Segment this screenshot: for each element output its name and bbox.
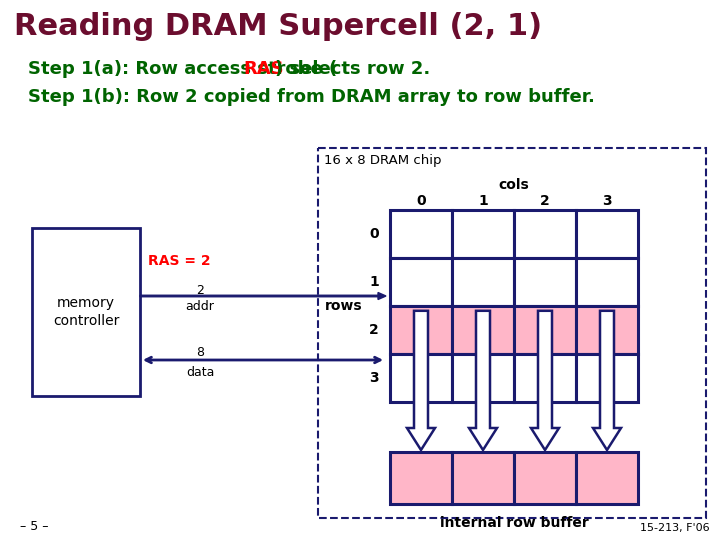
FancyArrow shape (593, 311, 621, 450)
Text: ) selects row 2.: ) selects row 2. (275, 60, 431, 78)
FancyArrow shape (531, 311, 559, 450)
Text: Step 1(b): Row 2 copied from DRAM array to row buffer.: Step 1(b): Row 2 copied from DRAM array … (28, 88, 595, 106)
Bar (390, 306, 452, 354)
Bar (576, 258, 638, 306)
Text: memory: memory (57, 296, 115, 310)
Bar (452, 354, 514, 402)
Bar (514, 354, 576, 402)
Bar (390, 258, 452, 306)
Text: cols: cols (499, 178, 529, 192)
Text: RAS: RAS (243, 60, 284, 78)
Text: RAS = 2: RAS = 2 (148, 254, 211, 268)
Bar (514, 452, 576, 504)
Text: 0: 0 (416, 194, 426, 208)
Bar (514, 210, 576, 258)
Bar (318, 148, 706, 518)
Text: 8: 8 (196, 346, 204, 359)
Bar (576, 306, 638, 354)
FancyArrow shape (407, 311, 435, 450)
Text: 2: 2 (540, 194, 550, 208)
Text: rows: rows (325, 299, 363, 313)
FancyArrow shape (469, 311, 497, 450)
Bar (452, 452, 514, 504)
Text: Reading DRAM Supercell (2, 1): Reading DRAM Supercell (2, 1) (14, 12, 542, 41)
Text: data: data (186, 366, 214, 379)
Bar (452, 210, 514, 258)
Text: internal row buffer: internal row buffer (440, 516, 588, 530)
Text: 1: 1 (369, 275, 379, 289)
Bar (32, 228, 140, 396)
Text: Step 1(a): Row access strobe (: Step 1(a): Row access strobe ( (28, 60, 337, 78)
Text: 16 x 8 DRAM chip: 16 x 8 DRAM chip (324, 154, 441, 167)
Bar (576, 210, 638, 258)
Bar (390, 354, 452, 402)
Bar (452, 306, 514, 354)
Text: 2: 2 (369, 323, 379, 337)
FancyArrow shape (140, 293, 386, 300)
Text: 15-213, F'06: 15-213, F'06 (640, 523, 710, 533)
Bar (514, 306, 576, 354)
Text: 2: 2 (196, 284, 204, 297)
Text: 3: 3 (602, 194, 612, 208)
Bar (514, 258, 576, 306)
Bar (390, 210, 452, 258)
Bar (452, 258, 514, 306)
Text: – 5 –: – 5 – (20, 520, 48, 533)
Text: 3: 3 (369, 371, 379, 385)
Bar (576, 354, 638, 402)
Text: addr: addr (186, 300, 215, 313)
Text: 1: 1 (478, 194, 488, 208)
Bar (390, 452, 452, 504)
Text: controller: controller (53, 314, 120, 328)
Bar (576, 452, 638, 504)
Text: 0: 0 (369, 227, 379, 241)
